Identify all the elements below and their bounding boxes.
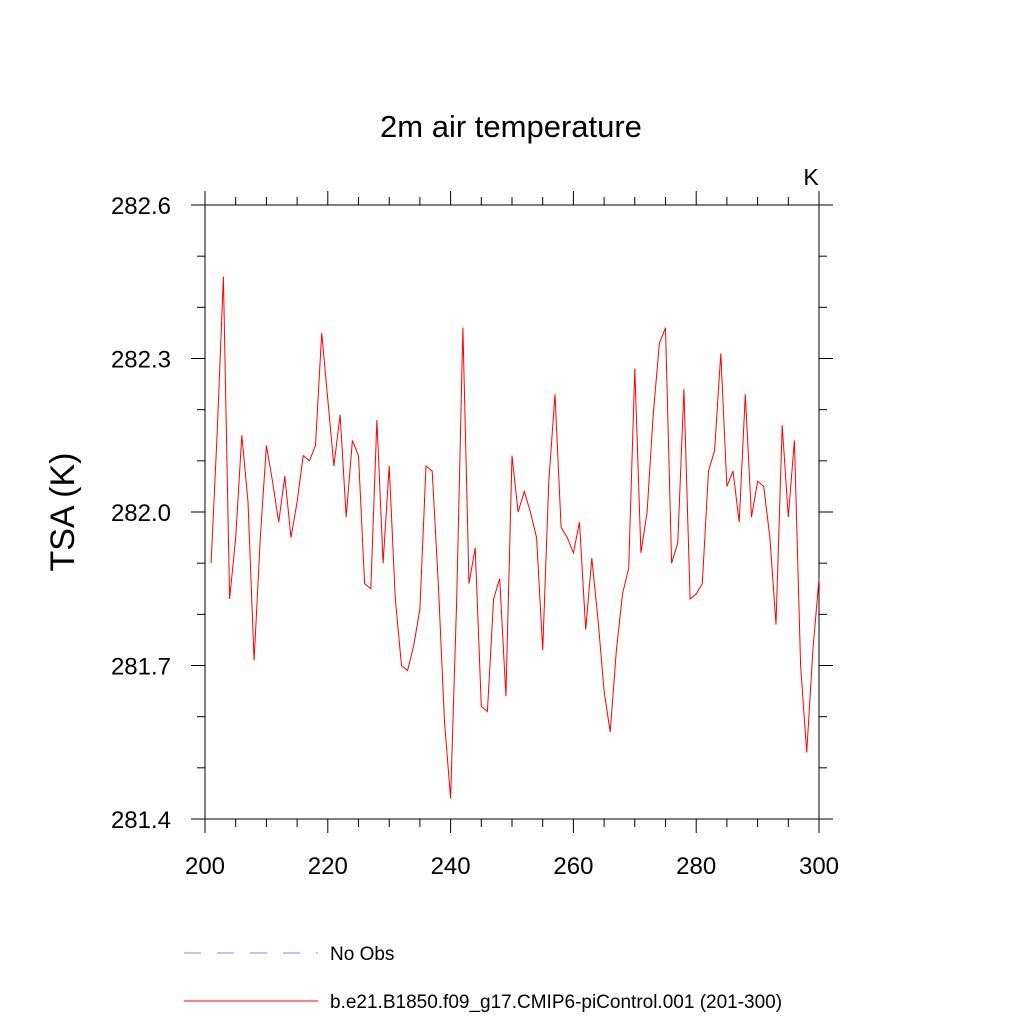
x-tick-label: 200 bbox=[185, 853, 225, 880]
legend-label: No Obs bbox=[330, 944, 394, 965]
axis-ticks bbox=[191, 191, 833, 833]
x-tick-label: 280 bbox=[676, 853, 716, 880]
x-tick-label: 220 bbox=[308, 853, 348, 880]
units-label: K bbox=[803, 164, 819, 190]
chart-title: 2m air temperature bbox=[380, 109, 642, 144]
y-tick-label: 281.4 bbox=[111, 807, 171, 834]
y-axis-label: TSA (K) bbox=[44, 452, 82, 571]
axis-tick-labels: 200 220 240 260 280 300 281.4 281.7 282.0 282.3 28… bbox=[111, 193, 839, 880]
y-tick-label: 282.6 bbox=[111, 193, 171, 220]
y-tick-label: 281.7 bbox=[111, 654, 171, 681]
series-line bbox=[210, 276, 820, 799]
legend: No Obs b.e21.B1850.f09_g17.CMIP6-piContro… bbox=[184, 944, 782, 1013]
legend-label: b.e21.B1850.f09_g17.CMIP6-piControl.001 … bbox=[330, 992, 782, 1013]
y-tick-label: 282.0 bbox=[111, 500, 171, 527]
y-tick-label: 282.3 bbox=[111, 347, 171, 374]
x-tick-label: 300 bbox=[799, 853, 839, 880]
plot-frame bbox=[204, 204, 820, 820]
x-tick-label: 240 bbox=[431, 853, 471, 880]
series-group bbox=[210, 276, 820, 799]
x-tick-label: 260 bbox=[553, 853, 593, 880]
